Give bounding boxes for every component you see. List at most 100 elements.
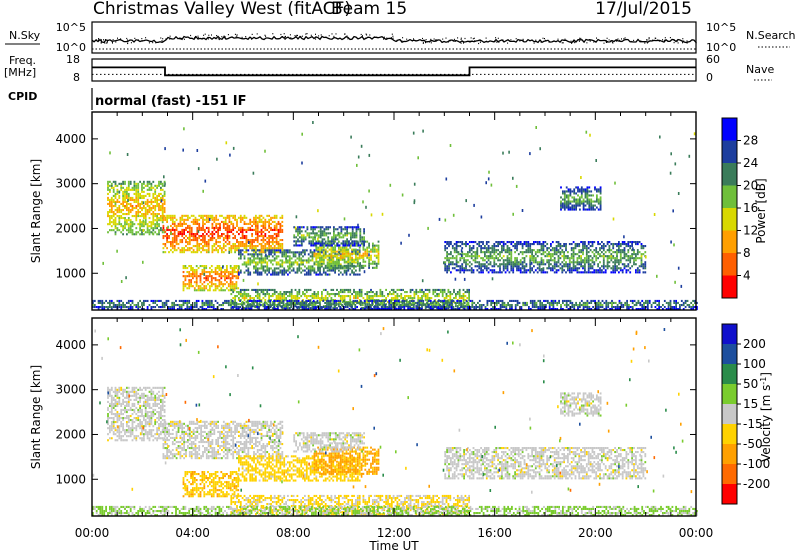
heatmap-cell	[611, 299, 613, 302]
heatmap-cell	[463, 269, 465, 272]
heatmap-cell	[409, 301, 411, 304]
heatmap-cell	[372, 262, 374, 265]
heatmap-cell	[355, 301, 357, 304]
heatmap-cell	[251, 249, 253, 252]
heatmap-cell	[413, 293, 416, 296]
heatmap-cell	[341, 291, 344, 294]
heatmap-cell	[283, 269, 286, 272]
heatmap-cell	[256, 297, 259, 300]
heatmap-cell	[489, 269, 492, 272]
heatmap-cell	[122, 180, 124, 183]
heatmap-cell	[366, 307, 369, 310]
heatmap-cell	[531, 304, 534, 307]
heatmap-cell	[184, 308, 187, 311]
heatmap-cell	[129, 188, 132, 191]
heatmap-cell	[299, 301, 302, 304]
heatmap-cell	[118, 182, 121, 185]
heatmap-cell	[175, 237, 178, 240]
heatmap-cell	[222, 304, 224, 307]
heatmap-cell	[124, 223, 126, 226]
heatmap-cell	[592, 299, 594, 302]
heatmap-cell	[180, 304, 183, 307]
heatmap-cell	[177, 233, 180, 236]
heatmap-cell	[343, 254, 346, 257]
heatmap-cell	[154, 209, 157, 212]
heatmap-cell	[249, 271, 252, 274]
heatmap-cell	[319, 273, 321, 276]
nsky-point	[391, 33, 393, 35]
heatmap-cell	[346, 234, 348, 237]
heatmap-cell	[161, 184, 164, 187]
heatmap-cell	[324, 253, 327, 256]
heatmap-cell	[148, 225, 151, 228]
heatmap-cell	[200, 228, 202, 231]
heatmap-cell	[363, 242, 365, 245]
heatmap-cell	[482, 271, 484, 274]
heatmap-cell	[222, 283, 224, 286]
heatmap-cell	[238, 228, 240, 231]
heatmap-cell	[105, 306, 107, 309]
heatmap-cell	[372, 242, 374, 245]
heatmap-cell	[195, 275, 198, 278]
heatmap-cell	[607, 306, 610, 309]
heatmap-cell	[197, 308, 200, 311]
heatmap-cell	[141, 188, 143, 191]
heatmap-cell	[154, 225, 157, 228]
heatmap-cell	[468, 293, 470, 296]
heatmap-cell	[334, 228, 337, 231]
heatmap-cell	[292, 297, 295, 300]
heatmap-cell	[215, 224, 218, 227]
nsky-point	[583, 41, 585, 43]
heatmap-cell	[635, 301, 638, 304]
heatmap-cell	[377, 304, 379, 307]
heatmap-cell	[294, 295, 297, 298]
heatmap-cell	[456, 291, 459, 294]
heatmap-cell	[375, 299, 377, 302]
heatmap-cell	[260, 233, 263, 236]
heatmap-cell	[156, 202, 158, 205]
heatmap-cell	[243, 261, 246, 264]
heatmap-cell	[285, 271, 287, 274]
heatmap-cell	[163, 304, 166, 307]
heatmap-cell	[506, 267, 509, 270]
heatmap-cell	[390, 297, 393, 300]
heatmap-cell	[459, 257, 462, 260]
heatmap-cell	[185, 239, 187, 242]
heatmap-cell	[467, 251, 469, 254]
nsky-point	[318, 35, 320, 37]
heatmap-cell	[158, 202, 160, 205]
heatmap-cell	[226, 230, 229, 233]
heatmap-cell	[288, 291, 291, 294]
heatmap-cell	[316, 306, 319, 309]
heatmap-cell	[178, 308, 181, 311]
heatmap-cell	[152, 213, 155, 216]
heatmap-cell	[490, 301, 493, 304]
heatmap-cell	[127, 182, 130, 185]
heatmap-cell	[220, 269, 223, 272]
heatmap-cell	[231, 271, 234, 274]
heatmap-cell	[245, 265, 248, 268]
heatmap-cell	[390, 306, 392, 309]
heatmap-cell	[633, 299, 636, 302]
heatmap-cell	[264, 226, 267, 229]
heatmap-cell	[180, 308, 183, 311]
heatmap-cell	[330, 246, 333, 249]
heatmap-cell	[492, 308, 494, 311]
heatmap-cell	[258, 235, 261, 238]
heatmap-cell	[332, 254, 335, 257]
heatmap-cell	[285, 253, 287, 256]
heatmap-cell	[154, 231, 157, 234]
heatmap-cell	[109, 215, 111, 218]
heatmap-cell	[163, 207, 166, 210]
nsky-point	[386, 37, 388, 39]
heatmap-cell	[124, 194, 126, 197]
heatmap-cell	[266, 237, 269, 240]
heatmap-cell	[300, 259, 303, 262]
heatmap-cell	[422, 291, 425, 294]
heatmap-cell	[137, 186, 140, 189]
heatmap-cell	[362, 256, 365, 259]
heatmap-cell	[523, 259, 526, 262]
heatmap-cell	[626, 301, 628, 304]
heatmap-cell	[502, 263, 505, 266]
heatmap-cell	[209, 287, 211, 290]
